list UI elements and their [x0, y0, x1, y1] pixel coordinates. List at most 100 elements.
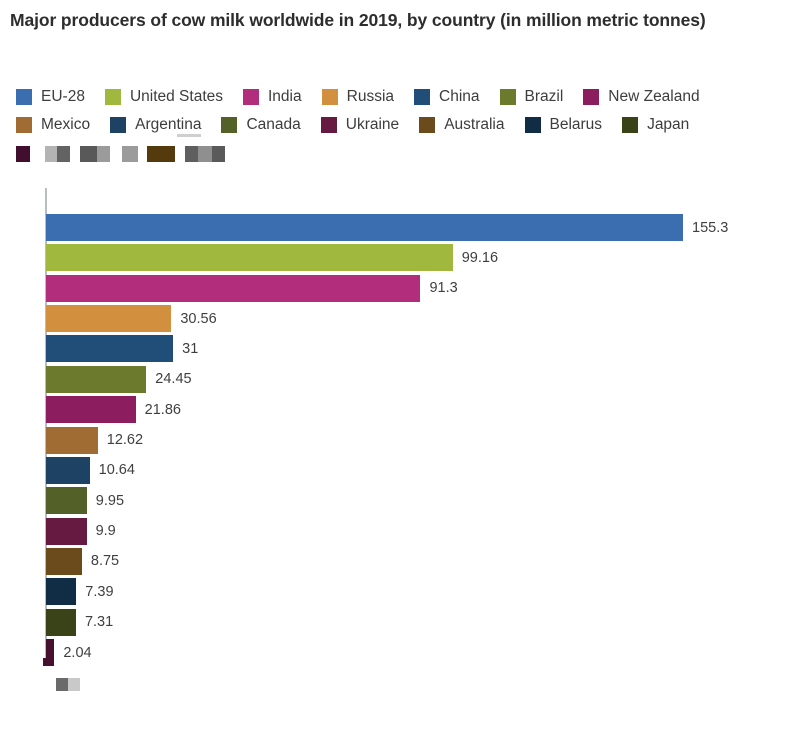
bar-row: 8.75 — [46, 547, 120, 575]
legend-label: Argentina — [135, 116, 202, 133]
legend-swatch-icon — [221, 117, 238, 133]
bar-row: 9.95 — [46, 487, 125, 515]
legend-label: Belarus — [549, 116, 603, 133]
bar[interactable] — [46, 214, 683, 241]
legend-item[interactable]: Argentina — [110, 116, 201, 134]
bar-row: 91.3 — [46, 274, 458, 302]
bar-value-label: 31 — [182, 340, 199, 357]
bar-row: 12.62 — [46, 426, 144, 454]
placeholder-segment — [147, 146, 175, 162]
legend-label: Ukraine — [345, 116, 400, 133]
bar[interactable] — [46, 396, 136, 424]
plot-area: 155.3 99.16 91.3 30.56 31 24.45 21.86 12.62 10.6… — [0, 188, 800, 693]
legend-label: Russia — [346, 88, 395, 105]
bar-row: 10.64 — [46, 456, 135, 484]
bar-row: 9.9 — [46, 517, 116, 545]
placeholder-segment — [57, 146, 70, 162]
bar-row: 30.56 — [46, 305, 217, 333]
legend-item[interactable]: India — [243, 88, 302, 106]
bar-row: 7.39 — [46, 578, 114, 606]
bar-row: 7.31 — [46, 608, 114, 636]
legend-item[interactable]: Ukraine — [320, 116, 400, 134]
legend-label: Mexico — [41, 116, 91, 133]
placeholder-segment — [122, 146, 138, 162]
bar-value-label: 7.39 — [85, 583, 114, 600]
placeholder-segment — [185, 146, 198, 162]
bar[interactable] — [46, 305, 172, 333]
legend-swatch-icon — [243, 89, 259, 105]
bar-value-label: 99.16 — [461, 249, 499, 266]
bar[interactable] — [46, 244, 453, 272]
bar-value-label: 91.3 — [429, 280, 458, 297]
legend-item[interactable]: New Zealand — [583, 88, 700, 106]
bar-row: 21.86 — [46, 396, 181, 424]
bar[interactable] — [46, 487, 87, 515]
legend-swatch-icon — [499, 89, 516, 105]
bar-row: 31 — [46, 335, 199, 363]
bar-value-label: 155.3 — [692, 219, 729, 236]
bar[interactable] — [46, 456, 90, 484]
bar[interactable] — [46, 608, 76, 636]
legend-item[interactable]: Mexico — [16, 116, 90, 134]
bar[interactable] — [46, 274, 421, 302]
bar-row: 155.3 — [46, 214, 728, 241]
bar[interactable] — [46, 426, 98, 454]
loading-placeholder-block — [45, 146, 70, 162]
placeholder-segment — [97, 146, 110, 162]
loading-placeholder-block — [80, 146, 110, 162]
placeholder-segment — [80, 146, 97, 162]
legend-label: India — [268, 88, 302, 105]
bar[interactable] — [46, 365, 147, 393]
legend-item[interactable]: Russia — [321, 88, 395, 106]
bar[interactable] — [46, 639, 55, 667]
legend-swatch-icon — [110, 117, 127, 133]
legend-item[interactable]: Japan — [622, 116, 689, 134]
legend-swatch-icon — [622, 117, 639, 133]
legend-row-1: EU-28 United States India Russia China — [16, 88, 700, 106]
legend-item[interactable]: United States — [104, 88, 223, 106]
legend-swatch-icon — [16, 117, 32, 133]
legend-label: United States — [129, 88, 223, 105]
bar-row: 99.16 — [46, 244, 499, 272]
render-artifact-bar-notch — [43, 658, 47, 666]
legend-swatch-icon — [321, 89, 338, 105]
legend-label: New Zealand — [608, 88, 700, 105]
bar-value-label: 21.86 — [144, 401, 181, 418]
legend-swatch-icon — [419, 117, 436, 133]
bar-value-label: 10.64 — [98, 462, 135, 479]
legend-item[interactable]: China — [414, 88, 480, 106]
legend-item[interactable]: EU-28 — [16, 88, 85, 106]
legend-label: EU-28 — [41, 88, 85, 105]
bar[interactable] — [46, 335, 174, 363]
legend-label: China — [439, 88, 480, 105]
legend-item[interactable]: Brazil — [499, 88, 563, 106]
loading-placeholder-block — [16, 146, 30, 162]
legend-item[interactable]: Australia — [419, 116, 505, 134]
legend-item[interactable]: Canada — [221, 116, 301, 134]
legend-placeholder-row — [0, 146, 800, 162]
legend-item[interactable]: Belarus — [524, 116, 603, 134]
bar-value-label: 8.75 — [90, 553, 120, 570]
placeholder-segment — [198, 146, 212, 162]
legend-swatch-icon — [16, 89, 32, 105]
bar-value-label: 2.04 — [63, 644, 92, 661]
bar[interactable] — [46, 517, 87, 545]
axis-label-placeholder — [56, 678, 80, 691]
bar-value-label: 7.31 — [84, 614, 114, 631]
bar-value-label: 30.56 — [180, 310, 217, 327]
bar-value-label: 9.95 — [95, 492, 125, 509]
placeholder-segment — [212, 146, 225, 162]
bar[interactable] — [46, 547, 82, 575]
legend-label: Canada — [246, 116, 301, 133]
loading-placeholder-block — [122, 146, 138, 162]
legend-swatch-icon — [104, 89, 121, 105]
loading-placeholder-block — [185, 146, 225, 162]
legend-swatch-icon — [583, 89, 600, 105]
chart-title: Major producers of cow milk worldwide in… — [10, 10, 706, 30]
y-axis-line — [45, 188, 47, 666]
bar[interactable] — [46, 578, 77, 606]
legend-swatch-icon — [524, 117, 541, 133]
loading-placeholder-block — [147, 146, 175, 162]
bar-value-label: 12.62 — [106, 432, 144, 449]
